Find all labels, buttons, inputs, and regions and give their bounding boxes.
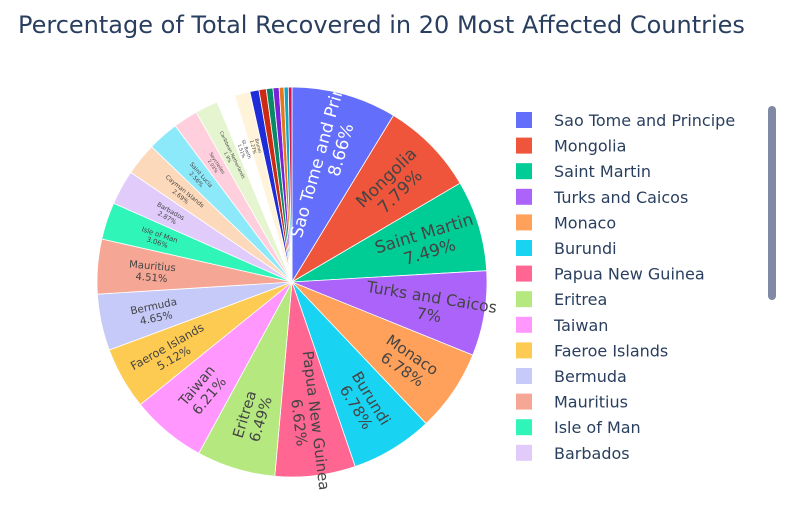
legend-swatch xyxy=(516,342,532,359)
slice-label-name: Brunei xyxy=(253,138,263,154)
legend-label: Isle of Man xyxy=(554,418,641,437)
legend-swatch xyxy=(516,214,532,231)
legend-label: Mongolia xyxy=(554,137,626,156)
legend-swatch xyxy=(516,291,532,308)
slice-label-name: Mauritius xyxy=(129,259,176,274)
legend-item-papua-new-guinea[interactable]: Papua New Guinea xyxy=(516,265,705,284)
chart-title: Percentage of Total Recovered in 20 Most… xyxy=(18,11,745,39)
legend-item-eritrea[interactable]: Eritrea xyxy=(516,290,607,309)
legend-label: Taiwan xyxy=(553,316,608,335)
pie-slices xyxy=(96,86,488,478)
slice-label-percent: 7% xyxy=(415,303,443,326)
legend-swatch xyxy=(516,137,532,154)
legend-swatch xyxy=(516,188,532,205)
slice-label-percent: 1.51% xyxy=(236,143,247,159)
slice-label-percent: 6.62% xyxy=(287,398,311,447)
legend-label: Mauritius xyxy=(554,393,628,412)
legend-swatch xyxy=(516,368,532,384)
legend-item-barbados[interactable]: Barbados xyxy=(516,444,630,463)
legend-label: Eritrea xyxy=(554,290,607,309)
pie-slice-other-26[interactable] xyxy=(287,86,293,283)
slice-label-percent: 4.51% xyxy=(135,272,168,286)
slice-label-percent: 1.27% xyxy=(248,139,258,155)
slice-label-percent: 1.9% xyxy=(222,151,233,165)
legend-label: Papua New Guinea xyxy=(554,265,705,284)
pie-slice-sao-tome-and-principe[interactable] xyxy=(291,86,395,284)
legend-label: Turks and Caicos xyxy=(553,188,688,207)
legend-item-monaco[interactable]: Monaco xyxy=(516,213,616,232)
legend-label: Burundi xyxy=(554,239,617,258)
legend-item-sao-tome-and-principe[interactable]: Sao Tome and Principe xyxy=(516,111,735,130)
legend-label: Barbados xyxy=(554,444,630,463)
legend-swatch xyxy=(516,240,532,256)
legend-item-taiwan[interactable]: Taiwan xyxy=(516,316,608,335)
legend-label: Monaco xyxy=(554,213,616,232)
legend-item-isle-of-man[interactable]: Isle of Man xyxy=(516,418,641,437)
legend-scrollbar[interactable] xyxy=(768,106,776,300)
legend-label: Saint Martin xyxy=(554,162,651,181)
legend-swatch xyxy=(516,316,532,333)
pie-slice-mongolia[interactable] xyxy=(291,114,461,283)
legend-item-bermuda[interactable]: Bermuda xyxy=(516,367,627,386)
legend-item-mongolia[interactable]: Mongolia xyxy=(516,137,626,156)
legend-label: Faeroe Islands xyxy=(554,341,668,360)
legend-swatch xyxy=(516,163,532,180)
legend-swatch xyxy=(516,393,532,410)
legend-label: Bermuda xyxy=(554,367,627,386)
legend-item-burundi[interactable]: Burundi xyxy=(516,239,617,258)
legend-swatch xyxy=(516,419,532,436)
legend-item-saint-martin[interactable]: Saint Martin xyxy=(516,162,651,181)
legend-item-turks-and-caicos[interactable]: Turks and Caicos xyxy=(516,188,688,207)
legend-swatch xyxy=(516,265,532,282)
legend-swatch xyxy=(516,444,532,461)
legend-label: Sao Tome and Principe xyxy=(554,111,735,130)
legend-item-faeroe-islands[interactable]: Faeroe Islands xyxy=(516,341,668,360)
legend: Sao Tome and Principe Mongolia Saint Marti… xyxy=(516,111,735,463)
legend-swatch xyxy=(516,112,532,128)
legend-item-mauritius[interactable]: Mauritius xyxy=(516,393,628,412)
